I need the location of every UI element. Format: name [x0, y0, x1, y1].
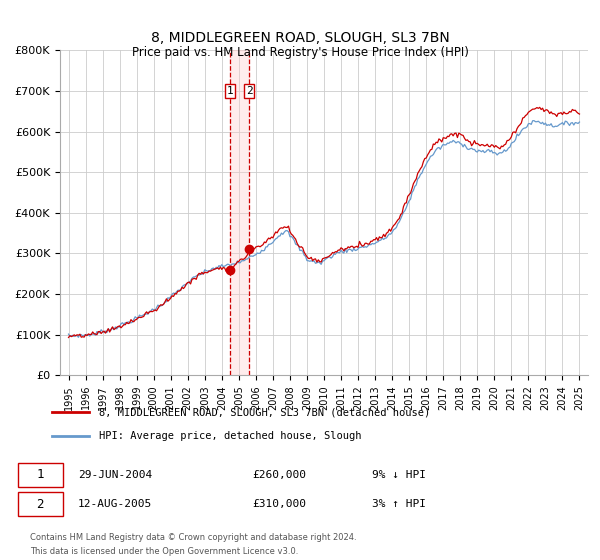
Text: 8, MIDDLEGREEN ROAD, SLOUGH, SL3 7BN: 8, MIDDLEGREEN ROAD, SLOUGH, SL3 7BN: [151, 31, 449, 45]
Text: HPI: Average price, detached house, Slough: HPI: Average price, detached house, Slou…: [100, 431, 362, 441]
Text: 12-AUG-2005: 12-AUG-2005: [78, 499, 152, 509]
Text: Price paid vs. HM Land Registry's House Price Index (HPI): Price paid vs. HM Land Registry's House …: [131, 46, 469, 59]
FancyBboxPatch shape: [18, 463, 63, 487]
Text: £260,000: £260,000: [252, 470, 306, 480]
Text: 3% ↑ HPI: 3% ↑ HPI: [372, 499, 426, 509]
Text: 8, MIDDLEGREEN ROAD, SLOUGH, SL3 7BN (detached house): 8, MIDDLEGREEN ROAD, SLOUGH, SL3 7BN (de…: [100, 408, 431, 418]
Text: This data is licensed under the Open Government Licence v3.0.: This data is licensed under the Open Gov…: [30, 547, 298, 556]
Text: 29-JUN-2004: 29-JUN-2004: [78, 470, 152, 480]
Text: 2: 2: [246, 86, 253, 96]
FancyBboxPatch shape: [18, 492, 63, 516]
Text: 9% ↓ HPI: 9% ↓ HPI: [372, 470, 426, 480]
Text: Contains HM Land Registry data © Crown copyright and database right 2024.: Contains HM Land Registry data © Crown c…: [30, 533, 356, 542]
Text: 1: 1: [37, 468, 44, 482]
Text: 2: 2: [37, 497, 44, 511]
Bar: [230, 50, 250, 375]
Text: £310,000: £310,000: [252, 499, 306, 509]
Text: 1: 1: [227, 86, 233, 96]
